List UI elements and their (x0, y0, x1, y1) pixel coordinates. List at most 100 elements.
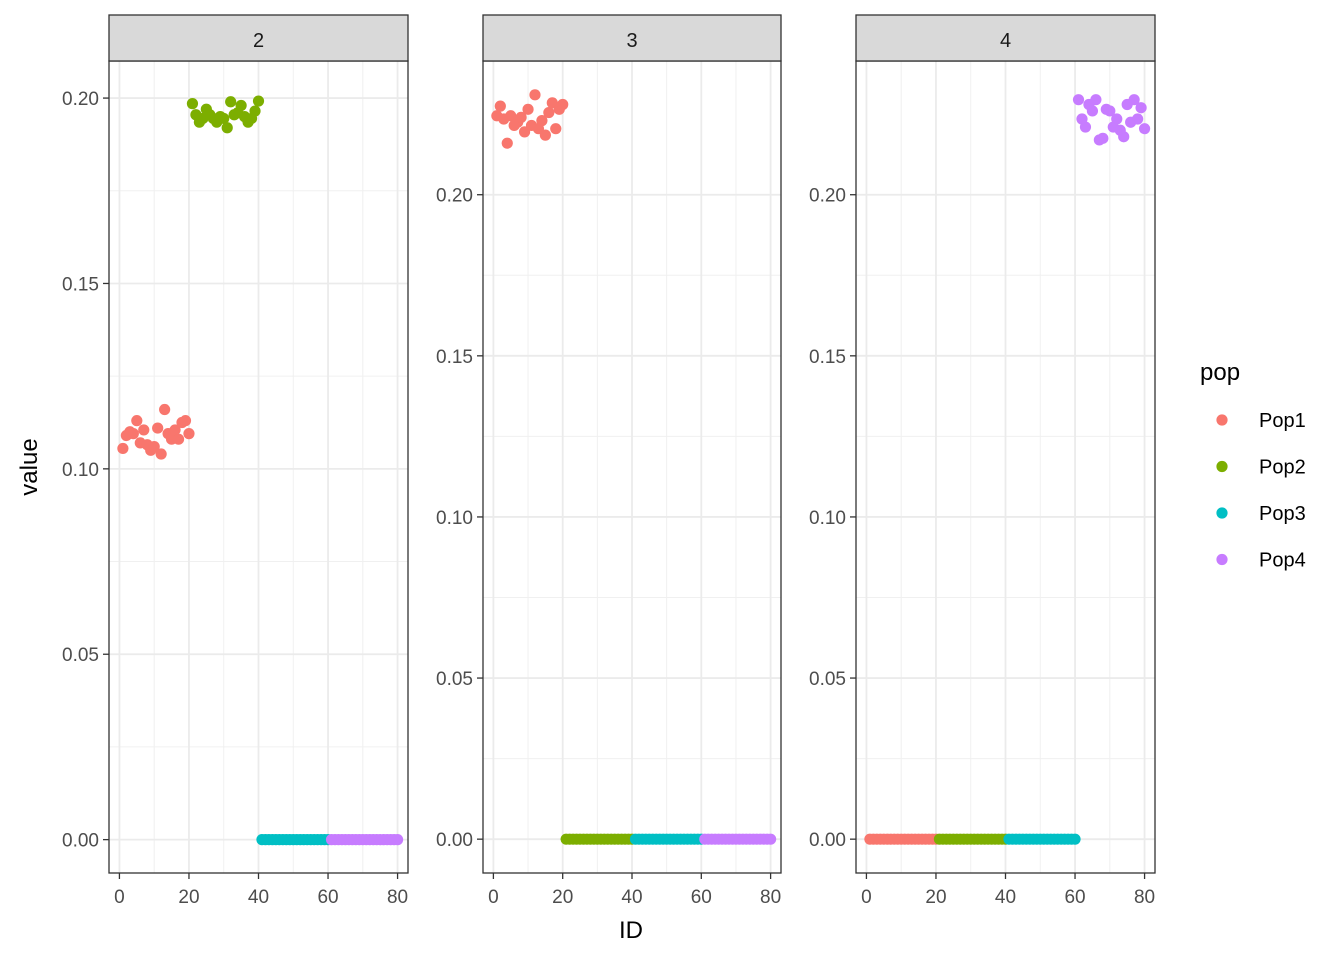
data-point-pop2 (252, 95, 265, 107)
y-tick-label: 0.10 (436, 508, 473, 529)
data-point-pop1 (127, 428, 139, 440)
data-point-pop1 (183, 428, 195, 440)
facet-panel-3: 3 0.00 0.05 0.10 0.15 0.20 0 20 40 60 80 (436, 14, 782, 908)
data-point-pop1 (131, 415, 143, 427)
x-tick-label: 0 (488, 887, 499, 908)
data-point-pop1 (494, 100, 506, 112)
legend-item-pop2: Pop2 (1216, 457, 1306, 479)
data-point-pop4 (1138, 123, 1151, 135)
data-point-pop1 (152, 422, 164, 434)
y-tick-label: 0.05 (436, 669, 473, 690)
data-point-pop1 (138, 424, 150, 436)
data-point-pop4 (765, 833, 777, 845)
data-point-pop1 (501, 137, 513, 149)
data-point-pop1 (117, 442, 129, 455)
data-point-pop4 (1079, 121, 1092, 133)
data-point-pop4 (1128, 94, 1140, 106)
legend-key-pop2 (1216, 460, 1228, 473)
x-tick-label: 60 (1064, 887, 1085, 908)
y-tick-label: 0.05 (62, 645, 99, 666)
data-point-pop4 (1135, 102, 1147, 114)
data-point-pop2 (218, 112, 230, 125)
x-tick-label: 80 (387, 887, 408, 908)
data-point-pop1 (169, 424, 181, 436)
facet-panels: 20.000.050.100.150.200 20 40 60 8030.000.050… (62, 14, 1156, 908)
data-point-pop4 (1118, 131, 1130, 143)
data-point-pop2 (249, 105, 261, 117)
legend-keys: Pop1 Pop2 Pop3 Pop4 (1216, 410, 1306, 572)
y-tick-label: 0.20 (809, 186, 846, 207)
data-point-pop1 (557, 98, 569, 111)
facet-strip-label: 4 (1000, 30, 1011, 52)
data-point-pop4 (1090, 94, 1102, 106)
legend-item-pop4: Pop4 (1216, 550, 1306, 572)
data-point-pop2 (221, 122, 233, 134)
data-point-pop1 (159, 403, 171, 416)
legend-label: Pop2 (1259, 457, 1306, 479)
data-point-pop4 (391, 834, 404, 846)
y-tick-label: 0.15 (62, 274, 99, 295)
legend: pop Pop1 Pop2 Pop3 Pop4 (1200, 359, 1306, 572)
x-tick-label: 40 (248, 887, 269, 908)
facet-strip (482, 14, 782, 62)
data-point-pop4 (1086, 105, 1099, 117)
x-tick-label: 60 (691, 887, 712, 908)
data-point-pop1 (522, 103, 534, 115)
data-point-pop2 (225, 96, 237, 108)
legend-item-pop1: Pop1 (1216, 410, 1306, 432)
data-point-pop4 (1132, 113, 1144, 125)
y-tick-label: 0.20 (436, 186, 473, 207)
data-point-pop1 (550, 123, 562, 135)
y-tick-label: 0.10 (62, 460, 99, 481)
y-tick-label: 0.00 (436, 830, 473, 851)
data-point-pop1 (179, 415, 192, 427)
data-point-pop4 (1072, 94, 1085, 106)
y-tick-label: 0.15 (809, 347, 846, 368)
data-point-pop1 (529, 89, 541, 101)
legend-label: Pop3 (1259, 503, 1306, 525)
facet-strip (855, 14, 1156, 62)
data-point-pop2 (235, 99, 247, 112)
y-tick-label: 0.05 (809, 669, 846, 690)
legend-key-pop3 (1216, 507, 1228, 519)
data-point-pop1 (515, 111, 527, 123)
data-point-pop2 (186, 98, 199, 110)
x-tick-label: 0 (861, 887, 872, 908)
legend-title: pop (1200, 359, 1240, 386)
y-tick-label: 0.00 (809, 830, 846, 851)
x-tick-label: 40 (995, 887, 1016, 908)
x-tick-label: 20 (552, 887, 573, 908)
data-point-pop4 (1104, 105, 1116, 117)
x-tick-label: 40 (621, 887, 642, 908)
legend-key-pop1 (1216, 414, 1228, 426)
facet-strip-label: 2 (253, 30, 264, 52)
data-point-pop1 (148, 441, 160, 453)
x-tick-label: 80 (760, 887, 781, 908)
data-point-pop1 (536, 115, 548, 127)
data-point-pop4 (1097, 132, 1109, 144)
legend-label: Pop1 (1259, 410, 1306, 432)
data-point-pop1 (155, 448, 167, 460)
x-axis-label: ID (619, 917, 643, 944)
facet-strip (108, 14, 409, 62)
legend-label: Pop4 (1259, 550, 1306, 572)
y-axis-label: value (16, 438, 43, 495)
x-tick-label: 0 (114, 887, 125, 908)
y-tick-label: 0.00 (62, 831, 99, 852)
x-tick-label: 80 (1134, 887, 1155, 908)
facet-panel-2: 2 0.00 0.05 0.10 0.15 0.20 0 20 40 60 80 (62, 14, 409, 908)
y-tick-label: 0.20 (62, 89, 99, 110)
y-tick-label: 0.10 (809, 508, 846, 529)
data-point-pop4 (1111, 113, 1123, 125)
data-point-pop1 (543, 106, 555, 119)
x-tick-label: 20 (178, 887, 199, 908)
legend-key-pop4 (1216, 553, 1228, 566)
x-tick-label: 60 (317, 887, 338, 908)
legend-item-pop3: Pop3 (1216, 503, 1306, 525)
data-point-pop3 (1069, 833, 1081, 845)
facet-strip-label: 3 (626, 30, 637, 52)
facet-panel-4: 4 0.00 0.05 0.10 0.15 0.20 0 20 40 60 80 (809, 14, 1156, 908)
y-tick-label: 0.15 (436, 347, 473, 368)
x-tick-label: 20 (925, 887, 946, 908)
